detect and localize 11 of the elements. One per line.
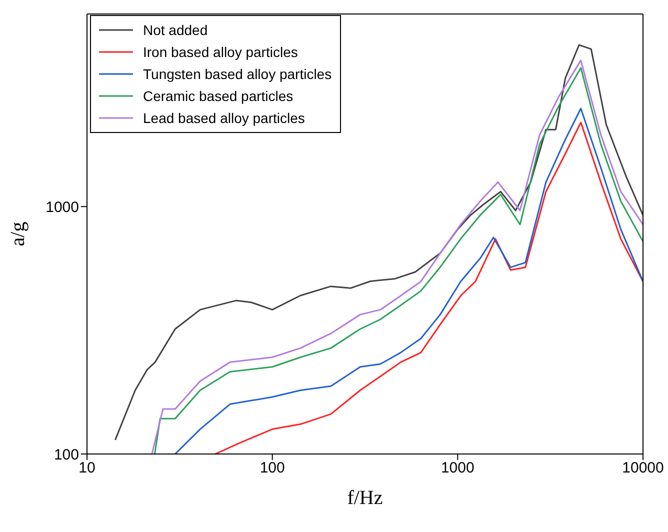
y-axis-title: a/g (7, 222, 30, 246)
x-tick-label: 10 (78, 460, 96, 477)
x-tick-label: 1000 (440, 460, 474, 477)
legend-label: Not added (143, 22, 208, 38)
legend-label: Lead based alloy particles (143, 110, 305, 126)
x-tick-label: 100 (260, 460, 285, 477)
legend-label: Ceramic based particles (143, 88, 294, 104)
legend-label: Iron based alloy particles (143, 44, 298, 60)
x-tick-label: 10000 (622, 460, 664, 477)
legend-label: Tungsten based alloy particles (143, 66, 332, 82)
x-axis-title: f/Hz (347, 487, 383, 509)
